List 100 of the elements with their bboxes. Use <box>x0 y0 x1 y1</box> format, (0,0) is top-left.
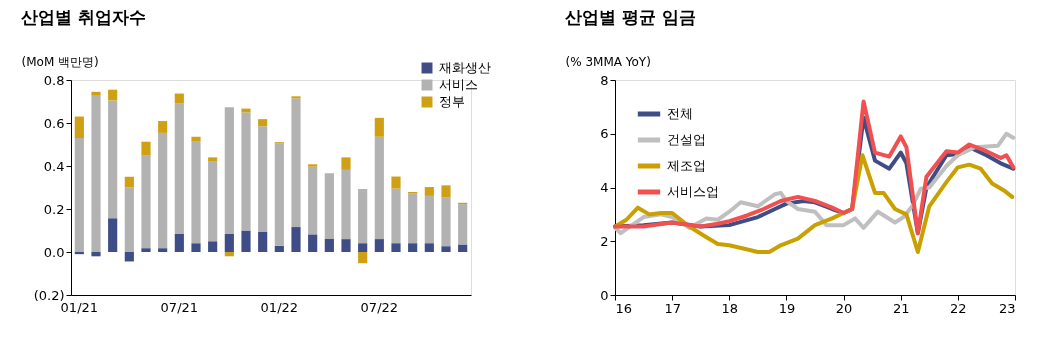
bar <box>341 169 351 240</box>
bar <box>174 93 184 104</box>
bar <box>91 95 101 252</box>
x-tick-label: 01/22 <box>260 299 299 315</box>
bar <box>291 98 301 228</box>
bar <box>224 107 234 234</box>
bar <box>108 89 118 101</box>
chart-title: 산업별 취업자수 <box>21 7 146 27</box>
bar <box>441 197 451 247</box>
x-tick-label: 07/21 <box>160 299 199 315</box>
bar <box>424 187 434 196</box>
legend-label: 정부 <box>439 94 465 109</box>
x-tick-label: 21 <box>892 300 910 316</box>
bar <box>441 185 451 198</box>
legend-label: 서비스업 <box>667 184 719 199</box>
bar <box>241 230 251 252</box>
legend-label: 전체 <box>667 106 693 121</box>
y-tick-label: 2 <box>600 233 609 249</box>
bar <box>241 112 251 231</box>
bar <box>141 155 151 249</box>
bar <box>458 244 468 252</box>
bar <box>208 157 218 162</box>
legend-label: 서비스 <box>439 77 478 92</box>
bar <box>124 176 134 188</box>
bar <box>158 132 168 249</box>
legend-label: 제조업 <box>667 158 706 173</box>
bar <box>208 241 218 252</box>
y-tick-label: 0.0 <box>43 244 65 260</box>
y-tick-label: 4 <box>600 180 609 195</box>
bar <box>124 252 134 262</box>
bar <box>91 91 101 96</box>
x-tick-label: 16 <box>615 300 633 316</box>
bar <box>191 243 201 252</box>
bar <box>258 126 268 233</box>
bar <box>158 248 168 252</box>
y-tick-label: 0.4 <box>43 158 65 174</box>
bar <box>124 187 134 252</box>
bar <box>91 252 101 257</box>
x-tick-label: 07/22 <box>360 299 399 315</box>
y-tick-label: 0.8 <box>43 72 65 88</box>
bar <box>391 176 401 189</box>
bar <box>274 143 284 246</box>
y-axis-title: (MoM 백만명) <box>21 54 99 69</box>
bar <box>308 166 318 235</box>
bar <box>358 252 368 264</box>
line-series <box>613 153 1015 254</box>
x-tick-label: 20 <box>835 300 853 316</box>
bar <box>424 195 434 244</box>
bar <box>291 96 301 99</box>
y-tick-label: 8 <box>600 72 609 88</box>
bar <box>441 246 451 252</box>
bar <box>174 233 184 252</box>
bar <box>141 141 151 156</box>
bar <box>108 218 118 252</box>
bar <box>258 232 268 252</box>
bar <box>374 239 384 252</box>
x-tick-label: 23 <box>998 300 1016 316</box>
x-tick-label: 22 <box>950 300 967 316</box>
x-tick-label: 17 <box>664 300 681 316</box>
bar <box>158 121 168 133</box>
bar <box>258 119 268 127</box>
chart-title: 산업별 평균 임금 <box>565 7 696 27</box>
y-tick-label: 0.2 <box>43 201 65 217</box>
bar <box>208 161 218 242</box>
y-tick-label: 6 <box>600 126 609 142</box>
bar <box>141 248 151 252</box>
bar <box>174 103 184 234</box>
bar <box>374 117 384 137</box>
bar <box>324 239 334 252</box>
bar <box>308 164 318 167</box>
y-tick-label: 0 <box>600 287 609 303</box>
bar <box>408 193 418 244</box>
x-tick-label: 18 <box>721 300 739 316</box>
y-tick-label: 0.6 <box>43 115 65 131</box>
bar <box>424 243 434 252</box>
bar <box>458 204 468 245</box>
bar <box>74 252 84 255</box>
bar <box>74 116 84 139</box>
bar <box>374 136 384 240</box>
bar <box>341 239 351 252</box>
bar <box>108 100 118 219</box>
bar <box>274 245 284 252</box>
bar <box>324 173 334 240</box>
bar <box>341 157 351 170</box>
bar <box>291 227 301 252</box>
legend-label: 재화생산 <box>439 60 491 75</box>
bar <box>308 234 318 252</box>
bar <box>408 243 418 252</box>
bar <box>358 189 368 244</box>
bar <box>358 243 368 252</box>
bar <box>391 188 401 244</box>
x-tick-label: 19 <box>778 300 796 316</box>
legend-label: 건설업 <box>667 132 706 147</box>
y-axis-title: (% 3MMA YoY) <box>565 54 651 69</box>
bar <box>191 136 201 142</box>
bar <box>191 141 201 244</box>
bar <box>224 252 234 257</box>
bar <box>391 243 401 252</box>
bar <box>74 138 84 252</box>
bar <box>224 233 234 252</box>
